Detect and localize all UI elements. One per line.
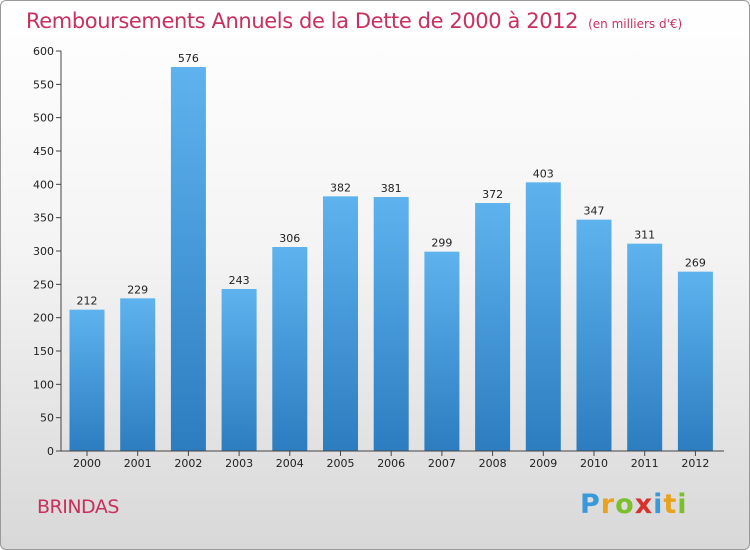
logo-letter: i bbox=[653, 489, 664, 520]
data-label-2009: 403 bbox=[533, 167, 554, 180]
y-tick-label: 450 bbox=[33, 145, 54, 158]
logo-letter: o bbox=[615, 489, 635, 520]
x-tick-label-2009: 2009 bbox=[529, 457, 557, 470]
y-tick-label: 600 bbox=[33, 45, 54, 58]
x-tick-label-2005: 2005 bbox=[327, 457, 355, 470]
logo-letter: r bbox=[600, 489, 616, 520]
data-label-2003: 243 bbox=[229, 274, 250, 287]
x-tick-label-2008: 2008 bbox=[479, 457, 507, 470]
logo-letter: x bbox=[634, 489, 654, 520]
data-label-2004: 306 bbox=[279, 232, 300, 245]
x-tick-label-2000: 2000 bbox=[73, 457, 101, 470]
x-tick-label-2002: 2002 bbox=[174, 457, 202, 470]
x-tick-label-2001: 2001 bbox=[124, 457, 152, 470]
y-tick-label: 250 bbox=[33, 278, 54, 291]
data-label-2008: 372 bbox=[482, 188, 503, 201]
data-label-2010: 347 bbox=[584, 205, 605, 218]
bar-2011 bbox=[627, 243, 663, 451]
bar-2010 bbox=[576, 219, 612, 451]
logo-letter: t bbox=[663, 489, 678, 520]
x-tick-label-2007: 2007 bbox=[428, 457, 456, 470]
bars: 212 229 576 243 306 382 381 299 372 403 347 311 269 bbox=[69, 52, 713, 452]
x-axis: 2000 2001 2002 2003 2004 2005 2006 2007 2008 2009… bbox=[61, 450, 724, 470]
bar-2009 bbox=[525, 182, 561, 452]
y-tick-label: 0 bbox=[47, 445, 54, 458]
y-tick-label: 500 bbox=[33, 112, 54, 125]
y-tick-label: 150 bbox=[33, 345, 54, 358]
x-tick-label-2004: 2004 bbox=[276, 457, 304, 470]
commune-name: BRINDAS bbox=[37, 496, 119, 518]
y-tick-label: 400 bbox=[33, 178, 54, 191]
y-tick-label: 300 bbox=[33, 245, 54, 258]
y-axis: 0 50 100 150 200 250 300 350 400 450 500 550 600 bbox=[33, 45, 62, 458]
bar-2008 bbox=[475, 203, 511, 451]
y-tick-label: 50 bbox=[40, 412, 54, 425]
data-label-2007: 299 bbox=[431, 237, 452, 250]
bar-2005 bbox=[323, 196, 358, 451]
x-tick-label-2012: 2012 bbox=[681, 457, 709, 470]
y-tick-label: 100 bbox=[33, 378, 54, 391]
chart-subtitle: (en milliers d'€) bbox=[588, 17, 683, 31]
x-tick-label-2006: 2006 bbox=[377, 457, 405, 470]
chart-title-text: Remboursements Annuels de la Dette de 20… bbox=[26, 9, 579, 33]
data-label-2002: 576 bbox=[178, 52, 199, 65]
proxiti-logo[interactable]: Proxiti bbox=[580, 489, 688, 520]
logo-letter: i bbox=[677, 489, 688, 520]
data-label-2012: 269 bbox=[685, 257, 706, 270]
bar-2001 bbox=[120, 298, 156, 451]
chart-title: Remboursements Annuels de la Dette de 20… bbox=[26, 9, 682, 33]
data-label-2005: 382 bbox=[330, 181, 351, 194]
bar-2012 bbox=[677, 271, 713, 451]
bar-2002 bbox=[170, 67, 206, 451]
bar-2003 bbox=[221, 289, 257, 451]
y-tick-label: 350 bbox=[33, 212, 54, 225]
bar-2004 bbox=[272, 247, 308, 451]
logo-letter: P bbox=[580, 489, 601, 520]
bar-2006 bbox=[373, 197, 409, 451]
data-label-2000: 212 bbox=[77, 295, 98, 308]
x-tick-label-2003: 2003 bbox=[225, 457, 253, 470]
bar-2007 bbox=[424, 251, 460, 451]
bar-2000 bbox=[69, 309, 105, 451]
x-tick-label-2010: 2010 bbox=[580, 457, 608, 470]
x-tick-label-2011: 2011 bbox=[631, 457, 659, 470]
data-label-2006: 381 bbox=[381, 182, 402, 195]
y-tick-label: 200 bbox=[33, 312, 54, 325]
data-label-2001: 229 bbox=[127, 283, 148, 296]
data-label-2011: 311 bbox=[634, 229, 655, 242]
y-tick-label: 550 bbox=[33, 78, 54, 91]
